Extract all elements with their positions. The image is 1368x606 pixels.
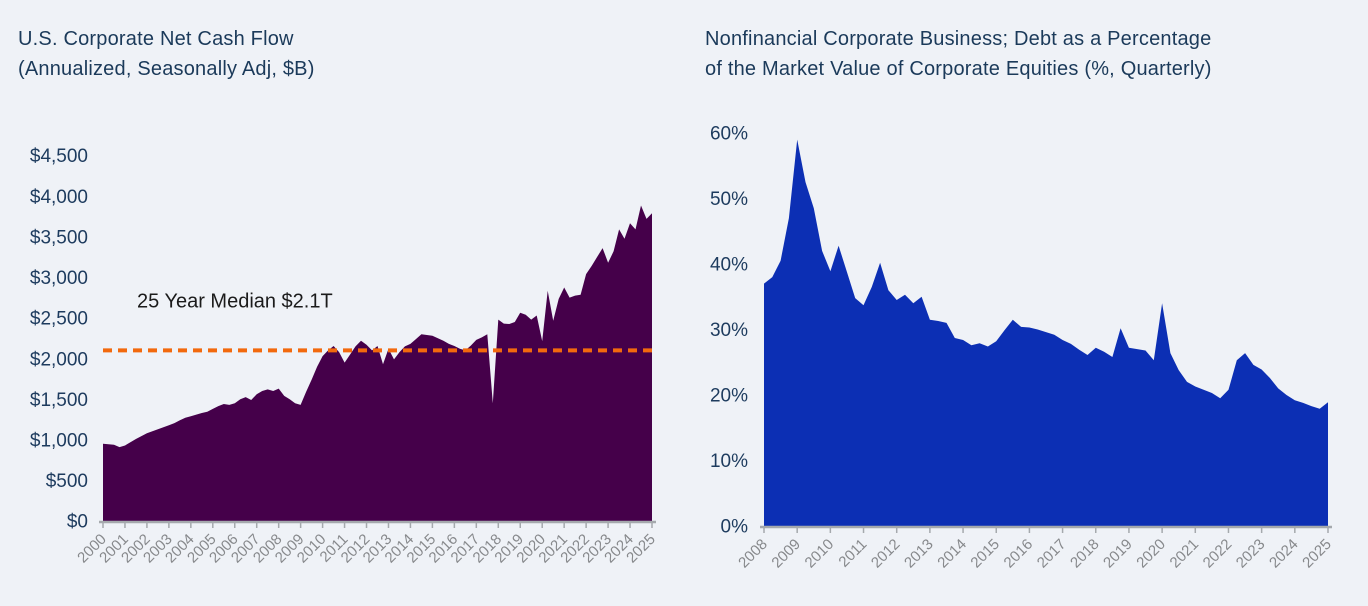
debt-ratio-y-tick-label: 50%: [710, 189, 748, 210]
cashflow-y-tick-label: $1,500: [30, 390, 88, 411]
cashflow-chart-title: U.S. Corporate Net Cash Flow (Annualized…: [18, 24, 315, 84]
debt-ratio-y-tick-label: 40%: [710, 255, 748, 276]
debt-ratio-x-tick-label: 2010: [802, 536, 838, 572]
cashflow-y-tick-label: $0: [67, 512, 88, 533]
debt-ratio-chart-title-line2: of the Market Value of Corporate Equitie…: [705, 58, 1212, 80]
debt-ratio-x-tick-label: 2017: [1034, 536, 1070, 572]
debt-ratio-x-tick-label: 2023: [1233, 536, 1269, 572]
debt-ratio-x-tick-label: 2021: [1167, 536, 1203, 572]
cashflow-median-label: 25 Year Median $2.1T: [137, 290, 333, 312]
cashflow-y-tick-label: $4,500: [30, 146, 88, 167]
debt-ratio-x-tick-label: 2011: [835, 536, 870, 571]
cashflow-y-tick-label: $1,000: [30, 430, 88, 451]
debt-ratio-area-path: [764, 139, 1328, 526]
cashflow-y-tick-label: $500: [46, 471, 88, 492]
debt-ratio-x-tick-label: 2025: [1299, 536, 1335, 572]
debt-ratio-x-tick-label: 2015: [967, 536, 1003, 572]
debt-ratio-x-tick-label: 2008: [735, 536, 771, 572]
cashflow-y-tick-label: $2,000: [30, 349, 88, 370]
debt-ratio-x-tick-label: 2022: [1200, 536, 1236, 572]
cashflow-y-tick-label: $4,000: [30, 187, 88, 208]
debt-ratio-x-tick-label: 2012: [868, 536, 904, 572]
debt-ratio-x-tick-label: 2019: [1100, 536, 1136, 572]
cashflow-area-path: [103, 205, 652, 521]
debt-ratio-x-tick-label: 2024: [1266, 536, 1302, 572]
cashflow-y-tick-label: $3,000: [30, 268, 88, 289]
debt-ratio-y-tick-label: 20%: [710, 386, 748, 407]
debt-ratio-x-tick-label: 2013: [901, 536, 937, 572]
cashflow-y-tick-label: $3,500: [30, 227, 88, 248]
debt-ratio-chart-title: Nonfinancial Corporate Business; Debt as…: [705, 24, 1212, 84]
debt-ratio-y-tick-label: 30%: [710, 320, 748, 341]
debt-ratio-x-tick-label: 2016: [1001, 536, 1037, 572]
debt-ratio-y-tick-label: 10%: [710, 451, 748, 472]
debt-ratio-x-tick-label: 2018: [1067, 536, 1103, 572]
debt-ratio-y-tick-label: 60%: [710, 124, 748, 145]
cashflow-y-tick-label: $2,500: [30, 309, 88, 330]
debt-ratio-y-tick-label: 0%: [721, 517, 749, 538]
debt-ratio-chart-title-line1: Nonfinancial Corporate Business; Debt as…: [705, 28, 1212, 50]
debt-ratio-x-tick-label: 2014: [934, 536, 970, 572]
cashflow-chart-title-line1: U.S. Corporate Net Cash Flow: [18, 28, 294, 50]
cashflow-chart-title-line2: (Annualized, Seasonally Adj, $B): [18, 58, 315, 80]
debt-ratio-x-tick-label: 2020: [1133, 536, 1169, 572]
debt-ratio-x-tick-label: 2009: [768, 536, 804, 572]
